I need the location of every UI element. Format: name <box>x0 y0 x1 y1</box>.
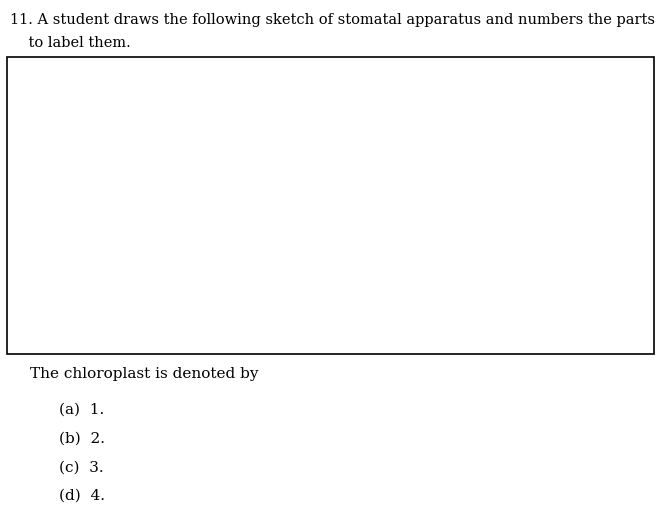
Text: 11. A student draws the following sketch of stomatal apparatus and numbers the p: 11. A student draws the following sketch… <box>10 13 655 27</box>
Ellipse shape <box>235 94 250 100</box>
Ellipse shape <box>180 287 195 293</box>
Ellipse shape <box>157 118 171 124</box>
Text: (b)  2.: (b) 2. <box>59 432 106 446</box>
Ellipse shape <box>107 238 121 244</box>
Text: 4: 4 <box>451 207 461 224</box>
PathPatch shape <box>151 87 334 146</box>
Text: 1: 1 <box>451 152 461 170</box>
Ellipse shape <box>147 165 163 171</box>
PathPatch shape <box>156 211 329 256</box>
Ellipse shape <box>161 147 177 154</box>
Text: (c)  3.: (c) 3. <box>59 460 104 474</box>
Ellipse shape <box>232 161 253 214</box>
Text: The chloroplast is denoted by: The chloroplast is denoted by <box>30 367 258 381</box>
Ellipse shape <box>321 165 337 171</box>
PathPatch shape <box>56 72 390 324</box>
Ellipse shape <box>196 151 210 157</box>
Ellipse shape <box>290 174 318 199</box>
Ellipse shape <box>319 210 334 216</box>
Ellipse shape <box>202 97 218 103</box>
Ellipse shape <box>149 210 165 216</box>
Ellipse shape <box>274 151 288 157</box>
Ellipse shape <box>235 290 250 296</box>
Ellipse shape <box>182 220 197 226</box>
Ellipse shape <box>221 151 263 225</box>
Ellipse shape <box>288 220 303 226</box>
Ellipse shape <box>107 167 121 173</box>
Text: (a)  1.: (a) 1. <box>59 403 104 417</box>
Text: ps://www.stu: ps://www.stu <box>81 110 239 241</box>
Text: 2: 2 <box>451 172 461 189</box>
Text: (d)  4.: (d) 4. <box>59 489 106 503</box>
Text: to label them.: to label them. <box>10 36 131 50</box>
Ellipse shape <box>167 174 194 199</box>
PathPatch shape <box>114 98 179 141</box>
PathPatch shape <box>146 146 220 230</box>
PathPatch shape <box>171 258 314 300</box>
Ellipse shape <box>307 147 324 154</box>
Ellipse shape <box>290 285 305 291</box>
Ellipse shape <box>98 203 112 208</box>
Ellipse shape <box>267 97 282 103</box>
PathPatch shape <box>104 96 352 301</box>
PathPatch shape <box>264 146 338 230</box>
Text: 3: 3 <box>451 189 461 206</box>
